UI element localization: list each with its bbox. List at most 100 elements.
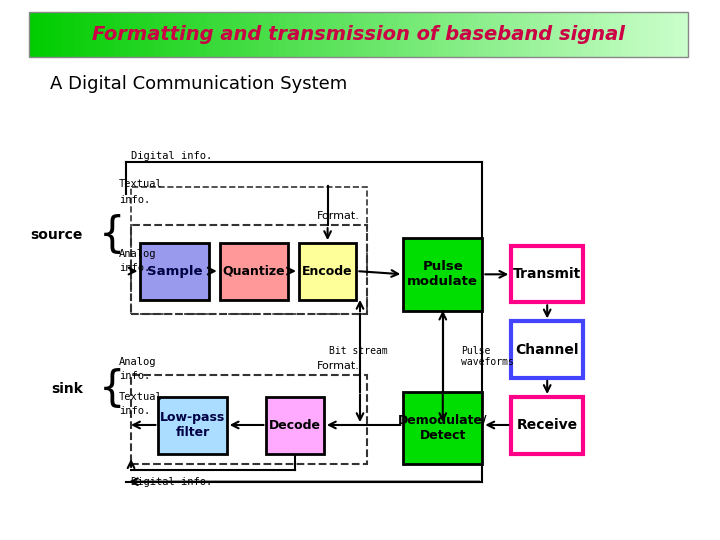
- Bar: [464, 12, 471, 57]
- Text: Low-pass
filter: Low-pass filter: [160, 411, 225, 439]
- Bar: [35, 12, 42, 57]
- Bar: [378, 12, 385, 57]
- Bar: [102, 12, 109, 57]
- Bar: [158, 397, 227, 454]
- Bar: [602, 12, 609, 57]
- Bar: [42, 12, 49, 57]
- Text: Decode: Decode: [269, 418, 321, 432]
- Text: Transmit: Transmit: [513, 267, 581, 281]
- Bar: [286, 12, 293, 57]
- Bar: [141, 12, 148, 57]
- Text: info.: info.: [119, 370, 150, 381]
- Bar: [154, 12, 161, 57]
- Bar: [134, 12, 142, 57]
- Bar: [575, 12, 583, 57]
- Bar: [405, 12, 412, 57]
- Bar: [108, 12, 115, 57]
- Text: A Digital Communication System: A Digital Communication System: [50, 75, 348, 93]
- Bar: [319, 12, 326, 57]
- Bar: [305, 12, 312, 57]
- Bar: [503, 12, 510, 57]
- Bar: [629, 12, 636, 57]
- Bar: [483, 12, 491, 57]
- Bar: [174, 12, 181, 57]
- Text: Demodulate/
Detect: Demodulate/ Detect: [398, 414, 487, 442]
- Bar: [29, 12, 36, 57]
- Text: sink: sink: [51, 382, 83, 396]
- Text: info.: info.: [119, 406, 150, 416]
- Bar: [529, 12, 537, 57]
- Bar: [180, 12, 188, 57]
- Bar: [549, 12, 557, 57]
- Bar: [470, 12, 477, 57]
- Bar: [511, 246, 583, 302]
- Bar: [675, 12, 682, 57]
- Bar: [622, 12, 629, 57]
- Bar: [131, 225, 367, 314]
- Bar: [292, 12, 300, 57]
- Bar: [365, 12, 372, 57]
- Bar: [273, 12, 280, 57]
- Text: Pulse
waveforms: Pulse waveforms: [461, 346, 513, 367]
- Bar: [681, 12, 688, 57]
- Bar: [48, 12, 56, 57]
- Bar: [451, 12, 458, 57]
- Text: Channel: Channel: [516, 343, 579, 356]
- Bar: [220, 243, 288, 300]
- Text: Analog: Analog: [119, 249, 156, 259]
- Bar: [240, 12, 247, 57]
- Bar: [510, 12, 517, 57]
- Bar: [226, 12, 234, 57]
- Bar: [372, 12, 379, 57]
- Text: Format.: Format.: [317, 211, 360, 221]
- Bar: [95, 12, 102, 57]
- Bar: [194, 12, 201, 57]
- Bar: [140, 243, 209, 300]
- Bar: [359, 12, 366, 57]
- Bar: [55, 12, 63, 57]
- Text: info.: info.: [119, 262, 150, 273]
- Text: Format.: Format.: [317, 361, 360, 371]
- Bar: [523, 12, 530, 57]
- Bar: [403, 238, 482, 310]
- Text: Textual: Textual: [119, 392, 163, 402]
- Bar: [543, 12, 550, 57]
- Text: {: {: [99, 368, 125, 410]
- Bar: [266, 12, 274, 57]
- Bar: [431, 12, 438, 57]
- Bar: [608, 12, 616, 57]
- Bar: [569, 12, 576, 57]
- Text: Digital info.: Digital info.: [131, 151, 212, 161]
- Bar: [437, 12, 444, 57]
- Bar: [424, 12, 431, 57]
- Text: Formatting and transmission of baseband signal: Formatting and transmission of baseband …: [91, 25, 625, 44]
- Bar: [345, 12, 352, 57]
- Bar: [266, 397, 324, 454]
- Text: Sample: Sample: [147, 265, 202, 278]
- Text: Encode: Encode: [302, 265, 353, 278]
- Bar: [259, 12, 266, 57]
- Bar: [411, 12, 418, 57]
- Bar: [131, 375, 367, 464]
- Bar: [403, 392, 482, 464]
- Bar: [661, 12, 669, 57]
- Bar: [668, 12, 675, 57]
- Bar: [148, 12, 155, 57]
- Bar: [161, 12, 168, 57]
- Bar: [88, 12, 95, 57]
- Bar: [68, 12, 76, 57]
- Bar: [556, 12, 563, 57]
- Bar: [648, 12, 655, 57]
- Bar: [635, 12, 642, 57]
- Bar: [114, 12, 122, 57]
- Bar: [391, 12, 398, 57]
- Text: Bit stream: Bit stream: [329, 346, 388, 356]
- Bar: [75, 12, 82, 57]
- Text: Analog: Analog: [119, 357, 156, 367]
- Bar: [457, 12, 464, 57]
- Bar: [81, 12, 89, 57]
- Bar: [562, 12, 570, 57]
- Bar: [477, 12, 484, 57]
- Bar: [516, 12, 523, 57]
- Bar: [589, 12, 596, 57]
